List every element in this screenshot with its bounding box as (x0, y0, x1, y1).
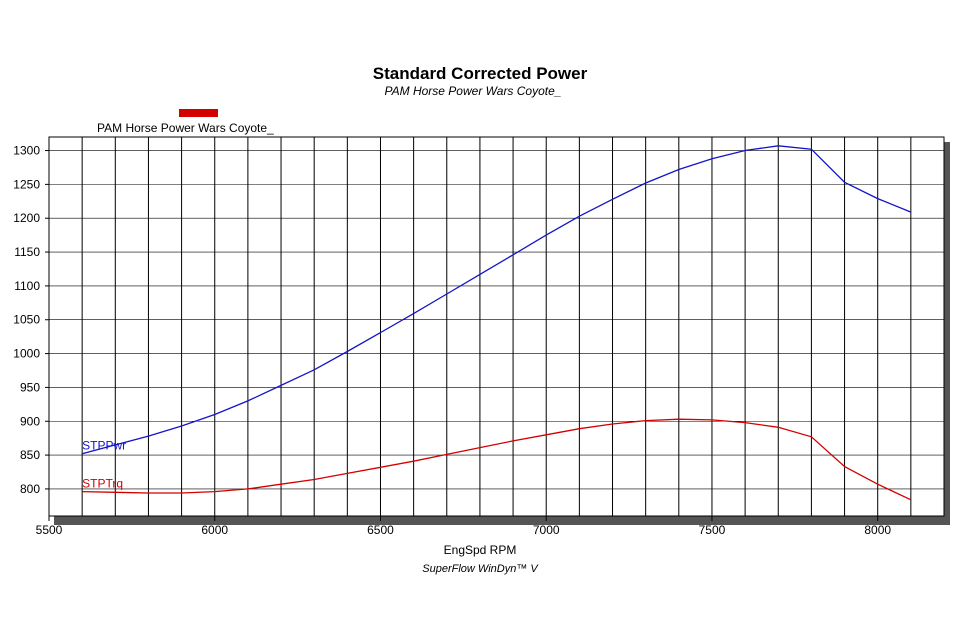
y-tick-label: 950 (20, 380, 40, 394)
y-tick-label: 1250 (13, 177, 40, 191)
legend-swatch (179, 109, 218, 117)
x-axis-label: EngSpd RPM (444, 543, 517, 557)
series-layer: STPPwr STPTrq (81, 145, 912, 501)
y-axis-ticks: 800 850 900 950 1000 1050 1100 1150 1200 1250 1300 (13, 144, 49, 496)
series-label-stppwr: STPPwr (82, 439, 126, 453)
y-tick-label: 1100 (14, 279, 40, 293)
chart-footer: SuperFlow WinDyn™ V (422, 563, 539, 575)
y-tick-label: 850 (20, 448, 40, 462)
chart-subtitle: PAM Horse Power Wars Coyote_ (385, 84, 562, 98)
y-tick-label: 1050 (13, 313, 40, 327)
series-line-stppwr (81, 145, 912, 455)
y-tick-label: 1300 (13, 144, 40, 158)
x-tick-label: 5500 (36, 523, 63, 537)
legend: PAM Horse Power Wars Coyote_ (97, 109, 274, 135)
x-axis-ticks: 5500 6000 6500 7000 7500 8000 (36, 516, 891, 537)
grid (49, 137, 945, 516)
y-tick-label: 1150 (14, 245, 40, 259)
y-tick-label: 1200 (13, 211, 40, 225)
series-line-stptrq (82, 418, 912, 501)
y-tick-label: 1000 (13, 347, 40, 361)
x-tick-label: 7500 (699, 523, 726, 537)
chart-title: Standard Corrected Power (373, 64, 588, 83)
y-tick-label: 900 (20, 414, 40, 428)
series-label-stptrq: STPTrq (82, 477, 123, 491)
plot-area (48, 136, 945, 517)
x-tick-label: 8000 (864, 523, 891, 537)
x-tick-label: 7000 (533, 523, 560, 537)
legend-label: PAM Horse Power Wars Coyote_ (97, 121, 274, 135)
y-tick-label: 800 (20, 482, 40, 496)
x-tick-label: 6000 (201, 523, 228, 537)
x-tick-label: 6500 (367, 523, 394, 537)
